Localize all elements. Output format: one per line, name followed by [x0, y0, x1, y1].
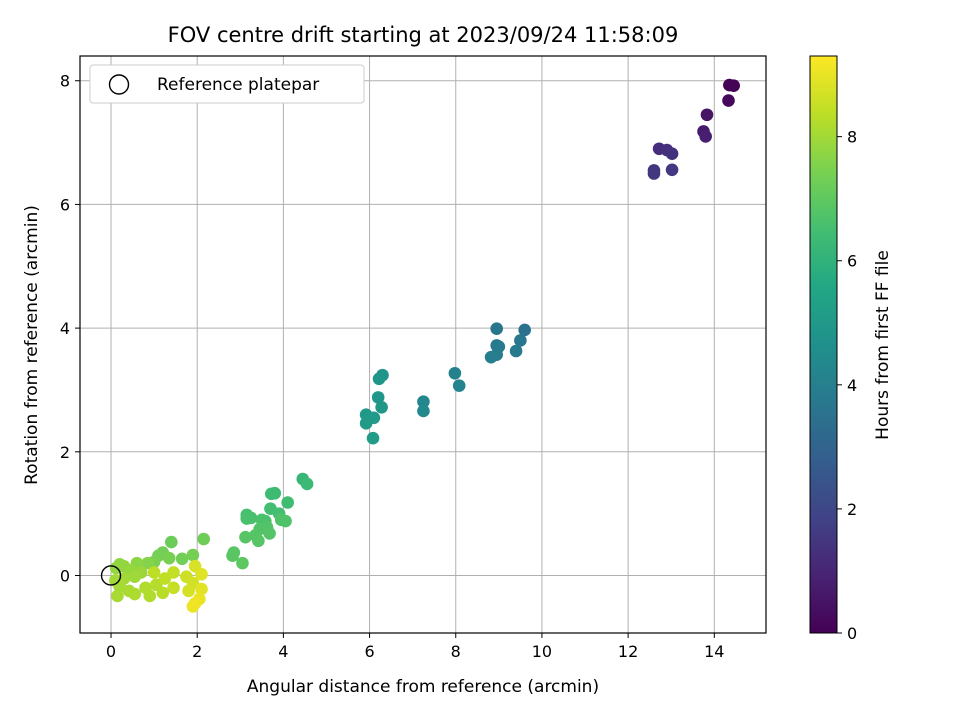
data-point-22 — [417, 395, 430, 409]
plot-frame — [79, 55, 767, 634]
data-point-55 — [165, 535, 178, 549]
data-point-89 — [195, 567, 208, 581]
colorbar-tick-label-3: 6 — [847, 252, 857, 271]
data-point-31 — [366, 431, 380, 445]
legend-reference-marker-icon — [108, 74, 130, 95]
legend-label: Reference platepar — [157, 75, 319, 95]
data-point-17 — [509, 344, 523, 358]
data-point-54 — [236, 556, 249, 570]
data-point-81 — [147, 566, 161, 579]
x-tick-label-2: 4 — [278, 642, 288, 661]
data-point-63 — [141, 556, 154, 570]
data-point-74 — [111, 589, 124, 603]
y-tick-label-1: 2 — [60, 443, 70, 462]
data-point-5 — [699, 130, 712, 143]
data-point-45 — [279, 514, 292, 528]
data-point-41 — [244, 511, 258, 525]
x-tick-label-7: 14 — [704, 642, 724, 661]
data-point-35 — [268, 486, 282, 500]
y-tick-label-3: 6 — [60, 195, 70, 214]
x-tick-label-4: 8 — [451, 642, 461, 661]
data-point-80 — [156, 586, 170, 600]
data-point-84 — [167, 581, 180, 595]
data-point-26 — [371, 391, 385, 404]
data-point-20 — [448, 366, 462, 380]
data-point-70 — [128, 570, 142, 584]
data-point-11 — [665, 163, 679, 177]
colorbar-ticks: 0 2 4 6 8 — [837, 128, 857, 643]
data-point-50 — [239, 530, 252, 544]
data-point-10 — [647, 167, 661, 180]
colorbar-tick-label-0: 0 — [847, 624, 857, 643]
data-point-19 — [484, 350, 498, 364]
y-tick-label-0: 0 — [60, 566, 70, 585]
y-axis-label: Rotation from reference (arcmin) — [22, 205, 42, 485]
y-tick-label-2: 4 — [60, 319, 70, 338]
data-point-87 — [182, 584, 195, 598]
data-points — [109, 78, 740, 613]
colorbar-tick-label-4: 8 — [847, 128, 857, 147]
data-point-8 — [665, 147, 679, 161]
data-point-2 — [722, 94, 735, 107]
x-tick-label-3: 6 — [364, 642, 374, 661]
legend-box — [89, 64, 365, 104]
y-tick-label-4: 8 — [60, 72, 70, 91]
data-point-13 — [490, 322, 503, 336]
x-axis-ticks: 0 2 4 6 8 10 12 14 — [106, 633, 724, 661]
data-point-59 — [162, 551, 176, 565]
data-point-78 — [143, 589, 157, 603]
colorbar-tick-label-1: 2 — [847, 500, 857, 519]
x-tick-label-1: 2 — [192, 642, 202, 661]
x-tick-label-5: 10 — [532, 642, 552, 661]
data-point-33 — [300, 477, 314, 491]
data-point-83 — [167, 566, 180, 579]
reference-marker — [100, 565, 122, 586]
data-point-25 — [372, 372, 386, 386]
data-point-61 — [186, 548, 200, 562]
data-point-90 — [195, 582, 208, 596]
x-axis-label: Angular distance from reference (arcmin) — [247, 677, 599, 697]
chart-title: FOV centre drift starting at 2023/09/24 … — [168, 23, 679, 47]
data-point-30 — [359, 417, 373, 430]
data-point-1 — [727, 79, 740, 92]
data-point-56 — [197, 532, 210, 546]
data-point-27 — [375, 400, 388, 414]
reference-point — [100, 565, 122, 586]
data-point-14 — [514, 334, 527, 347]
data-point-53 — [226, 549, 239, 562]
data-point-51 — [252, 534, 265, 548]
data-point-36 — [281, 496, 294, 509]
x-tick-label-6: 12 — [618, 642, 638, 661]
data-point-23 — [417, 404, 430, 418]
data-point-76 — [128, 587, 142, 601]
legend: Reference platepar — [89, 64, 365, 104]
colorbar-label: Hours from first FF file — [873, 250, 893, 440]
x-tick-label-0: 0 — [106, 642, 116, 661]
data-point-93 — [188, 597, 202, 610]
grid — [80, 56, 766, 633]
data-point-12 — [518, 323, 531, 337]
data-point-60 — [175, 552, 189, 566]
colorbar — [809, 55, 838, 634]
data-point-3 — [700, 108, 714, 122]
y-axis-ticks: 0 2 4 6 8 — [60, 72, 80, 585]
data-point-21 — [452, 379, 466, 392]
data-point-48 — [263, 527, 276, 540]
colorbar-tick-label-2: 4 — [847, 376, 857, 395]
